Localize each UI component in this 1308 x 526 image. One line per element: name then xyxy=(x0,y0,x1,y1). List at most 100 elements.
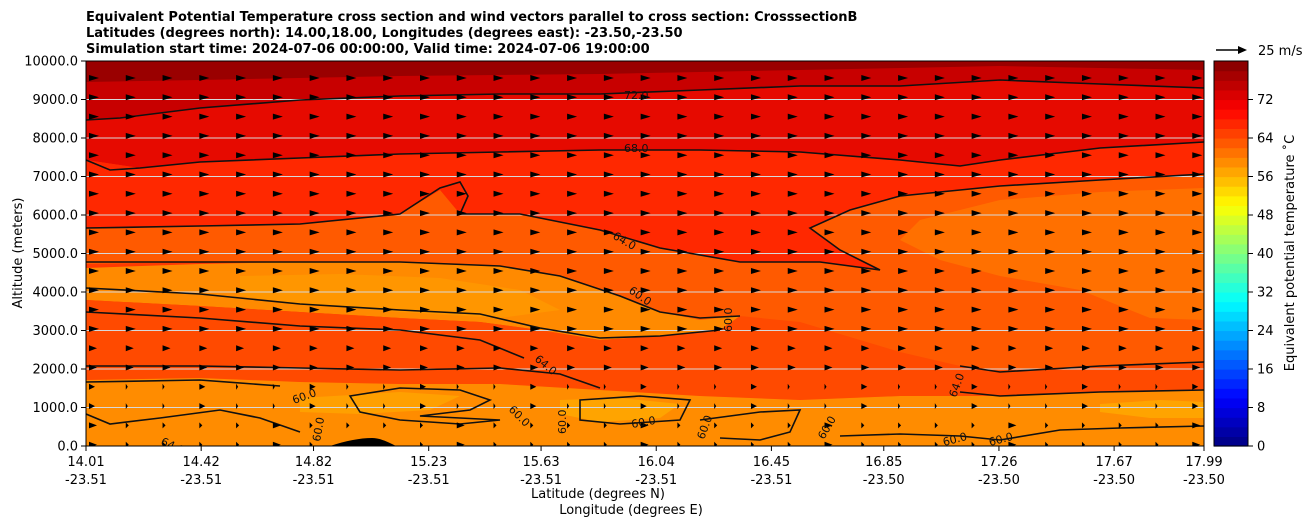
wind-vector-icon xyxy=(419,210,430,217)
wind-vector-icon xyxy=(567,403,570,410)
wind-vector-icon xyxy=(603,383,606,390)
wind-vector-icon xyxy=(419,113,430,120)
wind-vector-icon xyxy=(383,364,392,371)
wind-vector-icon xyxy=(750,306,761,313)
wind-vector-icon xyxy=(1155,383,1158,390)
wind-vector-icon xyxy=(861,383,868,390)
wind-vector-icon xyxy=(750,325,761,332)
wind-vector-icon xyxy=(125,287,136,294)
wind-vector-icon xyxy=(1008,94,1019,101)
wind-vector-icon xyxy=(714,345,723,352)
band-top-darkest xyxy=(86,61,1204,82)
wind-vector-icon xyxy=(272,422,281,429)
wind-vector-icon xyxy=(861,287,872,294)
wind-vector-icon xyxy=(787,345,796,352)
wind-vector-icon xyxy=(824,403,827,410)
wind-vector-icon xyxy=(1118,403,1121,410)
wind-vector-icon xyxy=(530,268,541,274)
wind-vector-icon xyxy=(530,132,541,139)
wind-vector-icon xyxy=(236,94,247,101)
wind-vector-icon xyxy=(309,306,320,313)
wind-vector-icon xyxy=(1192,287,1203,294)
colorbar-segment xyxy=(1214,417,1248,428)
wind-vector-icon xyxy=(530,383,537,390)
wind-vector-icon xyxy=(971,364,980,371)
wind-vector-icon xyxy=(898,75,909,81)
wind-vector-icon xyxy=(1155,171,1166,178)
wind-vector-icon xyxy=(714,325,725,332)
wind-vector-icon xyxy=(199,364,208,371)
wind-vector-icon xyxy=(1155,364,1164,371)
wind-vector-icon xyxy=(1118,383,1121,390)
wind-vector-icon xyxy=(162,268,173,274)
wind-vector-icon xyxy=(125,152,136,159)
wind-vector-icon xyxy=(934,229,945,236)
wind-vector-icon xyxy=(603,94,614,101)
wind-vector-icon xyxy=(567,248,578,255)
wind-vector-icon xyxy=(346,325,357,332)
colorbar-segment xyxy=(1214,253,1248,264)
title-line-2: Latitudes (degrees north): 14.00,18.00, … xyxy=(86,26,683,41)
wind-vector-icon xyxy=(272,210,283,217)
wind-vector-icon xyxy=(1045,383,1048,390)
wind-vector-icon xyxy=(162,229,173,236)
colorbar-tick-label: 56 xyxy=(1257,170,1274,185)
wind-vector-icon xyxy=(677,268,688,274)
wind-vector-icon xyxy=(1081,75,1092,81)
y-tick-label: 7000.0 xyxy=(33,170,79,185)
wind-vector-icon xyxy=(677,383,680,390)
wind-vector-icon xyxy=(861,441,865,446)
wind-vector-icon xyxy=(346,403,349,410)
wind-vector-icon xyxy=(1045,152,1056,159)
colorbar-segment xyxy=(1214,397,1248,409)
wind-vector-icon xyxy=(346,75,357,81)
wind-vector-icon xyxy=(236,75,247,81)
wind-vector-icon xyxy=(567,171,578,178)
wind-vector-icon xyxy=(309,94,320,101)
wind-vector-icon xyxy=(1081,268,1092,274)
wind-reference-arrowhead-icon xyxy=(1238,46,1247,54)
wind-vector-icon xyxy=(456,364,465,371)
wind-vector-icon xyxy=(750,190,761,197)
wind-vector-icon xyxy=(125,171,136,178)
wind-vector-icon xyxy=(125,422,129,429)
wind-vector-icon xyxy=(677,422,681,429)
wind-vector-icon xyxy=(971,94,982,101)
x-tick-label-lon: -23.51 xyxy=(635,473,677,488)
wind-vector-icon xyxy=(493,113,504,120)
wind-reference-label: 25 m/s xyxy=(1258,44,1303,59)
wind-vector-icon xyxy=(714,403,717,410)
wind-vector-icon xyxy=(1045,364,1054,371)
wind-vector-icon xyxy=(530,229,541,236)
contour-label: 60.0 xyxy=(556,410,569,435)
wind-vector-icon xyxy=(750,383,757,390)
band-lower-pale-2 xyxy=(560,398,680,422)
wind-vector-icon xyxy=(125,306,136,313)
wind-vector-icon xyxy=(1081,132,1092,139)
wind-vector-icon xyxy=(1081,325,1092,332)
wind-vector-icon xyxy=(1008,75,1019,81)
wind-vector-icon xyxy=(824,190,835,197)
wind-vector-icon xyxy=(1192,422,1201,429)
wind-vector-icon xyxy=(677,171,688,178)
wind-vector-icon xyxy=(824,132,835,139)
wind-vector-icon xyxy=(677,229,688,236)
y-tick-label: 3000.0 xyxy=(33,324,79,339)
wind-vector-icon xyxy=(934,345,943,352)
wind-vector-icon xyxy=(1045,345,1054,352)
wind-vector-icon xyxy=(1155,306,1166,313)
wind-vector-icon xyxy=(861,210,872,217)
y-tick-label: 2000.0 xyxy=(33,363,79,378)
wind-vector-icon xyxy=(493,345,502,352)
wind-vector-icon xyxy=(1045,248,1056,255)
wind-vector-icon xyxy=(934,383,937,390)
wind-vector-icon xyxy=(89,210,99,217)
wind-vector-icon xyxy=(236,287,247,294)
wind-vector-icon xyxy=(383,229,394,236)
colorbar-segment xyxy=(1214,330,1248,341)
wind-vector-icon xyxy=(89,422,97,429)
wind-vector-icon xyxy=(456,383,459,390)
wind-vector-icon xyxy=(861,306,872,313)
wind-vector-icon xyxy=(493,152,504,159)
wind-vector-icon xyxy=(89,383,95,390)
